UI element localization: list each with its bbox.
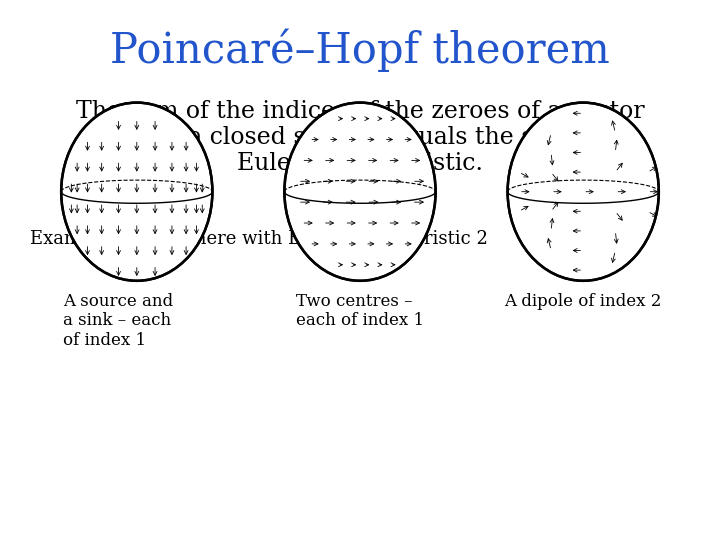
Text: The sum of the indices of the zeroes of a vector: The sum of the indices of the zeroes of … <box>76 100 644 123</box>
Ellipse shape <box>61 103 212 281</box>
Text: Euler characteristic.: Euler characteristic. <box>237 152 483 175</box>
Ellipse shape <box>284 103 436 281</box>
Ellipse shape <box>508 103 659 281</box>
Text: A dipole of index 2: A dipole of index 2 <box>505 293 662 310</box>
Text: field on a closed surface equals the surface’s: field on a closed surface equals the sur… <box>91 126 629 149</box>
Text: A source and
a sink – each
of index 1: A source and a sink – each of index 1 <box>63 293 174 349</box>
Text: Two centres –
each of index 1: Two centres – each of index 1 <box>296 293 424 329</box>
Text: Example: For a sphere with Euler characteristic 2: Example: For a sphere with Euler charact… <box>30 230 488 248</box>
Text: Poincaré–Hopf theorem: Poincaré–Hopf theorem <box>110 28 610 71</box>
